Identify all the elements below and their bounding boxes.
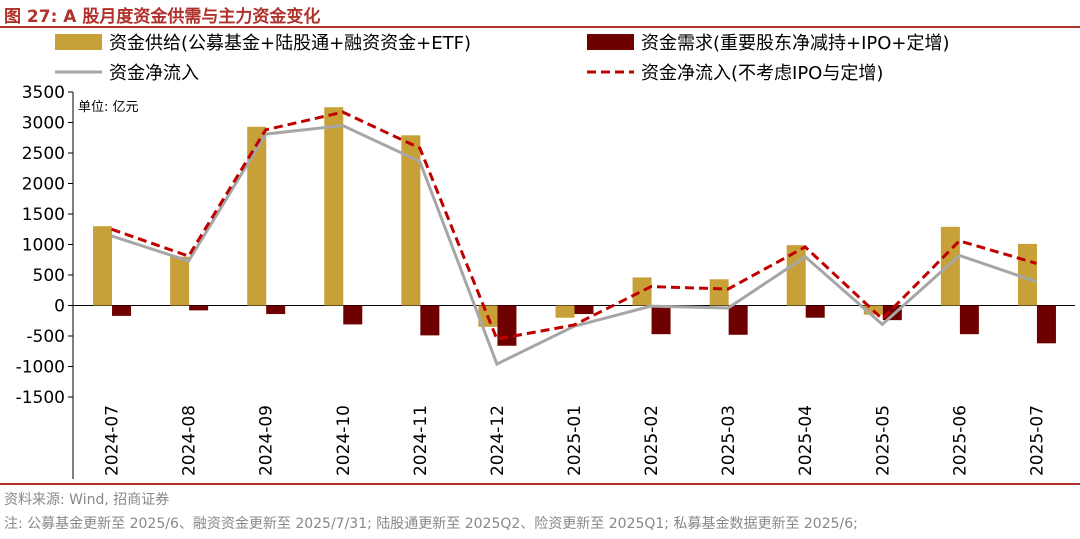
supply-bar [940, 226, 960, 306]
supply-bar [632, 277, 652, 306]
supply-bar [247, 126, 267, 306]
title-bar: 图 27: A 股月度资金供需与主力资金变化 [0, 0, 1080, 28]
legend-label: 资金需求(重要股东净减持+IPO+定增) [641, 33, 950, 54]
demand-bar [189, 305, 209, 311]
legend-swatch [587, 34, 634, 50]
x-tick-label: 2024-08 [180, 405, 200, 476]
note-text: 注: 公募基金更新至 2025/6、融资资金更新至 2025/7/31; 陆股通… [4, 516, 858, 532]
x-tick-label: 2024-11 [411, 405, 431, 476]
x-tick-label: 2024-10 [334, 405, 354, 476]
x-tick-label: 2025-02 [642, 405, 662, 476]
x-tick-label: 2025-03 [719, 405, 739, 476]
y-axis: -1500 -1000 -500 0 500 1000 1500 2000 2500 3000 35… [16, 83, 1075, 408]
demand-bar [343, 305, 363, 325]
y-tick-label: 1000 [22, 236, 65, 256]
legend: 资金供给(公募基金+陆股通+融资资金+ETF) 资金需求(重要股东净减持+IPO+… [55, 33, 950, 84]
x-axis: 2024-07 2024-08 2024-09 2024-10 2024-11 2024-… [72, 397, 1047, 479]
demand-bar [959, 305, 979, 335]
supply-bar [170, 256, 190, 306]
supply-bar [1017, 243, 1037, 306]
y-tick-label: 3500 [22, 83, 65, 103]
x-tick-label: 2025-06 [950, 405, 970, 476]
x-tick-label: 2025-07 [1027, 405, 1047, 476]
supply-bar [555, 305, 575, 318]
demand-bar [728, 305, 748, 335]
demand-bar [574, 305, 594, 315]
demand-bar [112, 305, 132, 316]
y-tick-label: -1500 [16, 388, 65, 408]
supply-bar [863, 305, 883, 315]
source-text: 资料来源: Wind, 招商证券 [4, 492, 170, 508]
demand-bar [420, 305, 440, 336]
legend-label: 资金净流入(不考虑IPO与定增) [641, 63, 883, 84]
supply-bar [93, 226, 113, 306]
x-tick-label: 2024-12 [488, 405, 508, 476]
x-tick-label: 2025-01 [565, 405, 585, 476]
unit-label: 单位: 亿元 [78, 100, 139, 115]
x-tick-label: 2025-05 [873, 405, 893, 476]
demand-bar [497, 305, 517, 346]
lines [111, 110, 1037, 367]
demand-bar [266, 305, 286, 315]
figure-title: 图 27: A 股月度资金供需与主力资金变化 [4, 7, 321, 27]
y-tick-label: -500 [26, 327, 65, 347]
y-tick-label: 0 [54, 297, 65, 317]
footer-divider [0, 483, 1080, 485]
demand-bar [651, 305, 671, 335]
y-tick-label: 2500 [22, 144, 65, 164]
legend-label: 资金净流入 [109, 63, 199, 84]
x-tick-label: 2024-09 [257, 405, 277, 476]
supply-bar [401, 135, 421, 306]
demand-bar [1036, 305, 1056, 344]
x-tick-label: 2024-07 [103, 405, 123, 476]
legend-swatch [55, 34, 102, 50]
net-inflow-excl-ipo-line [111, 110, 1037, 341]
legend-label: 资金供给(公募基金+陆股通+融资资金+ETF) [109, 33, 471, 54]
y-tick-label: 2000 [22, 175, 65, 195]
supply-bar [324, 107, 344, 306]
y-tick-label: 3000 [22, 114, 65, 134]
demand-bar [805, 305, 825, 318]
chart: 资金供给(公募基金+陆股通+融资资金+ETF) 资金需求(重要股东净减持+IPO+… [16, 33, 1075, 479]
y-tick-label: 500 [33, 266, 65, 286]
y-tick-label: -1000 [16, 358, 65, 378]
y-tick-label: 1500 [22, 205, 65, 225]
demand-bar [882, 305, 902, 321]
x-tick-label: 2025-04 [796, 405, 816, 476]
bars [93, 107, 1056, 346]
supply-bar [709, 279, 729, 306]
